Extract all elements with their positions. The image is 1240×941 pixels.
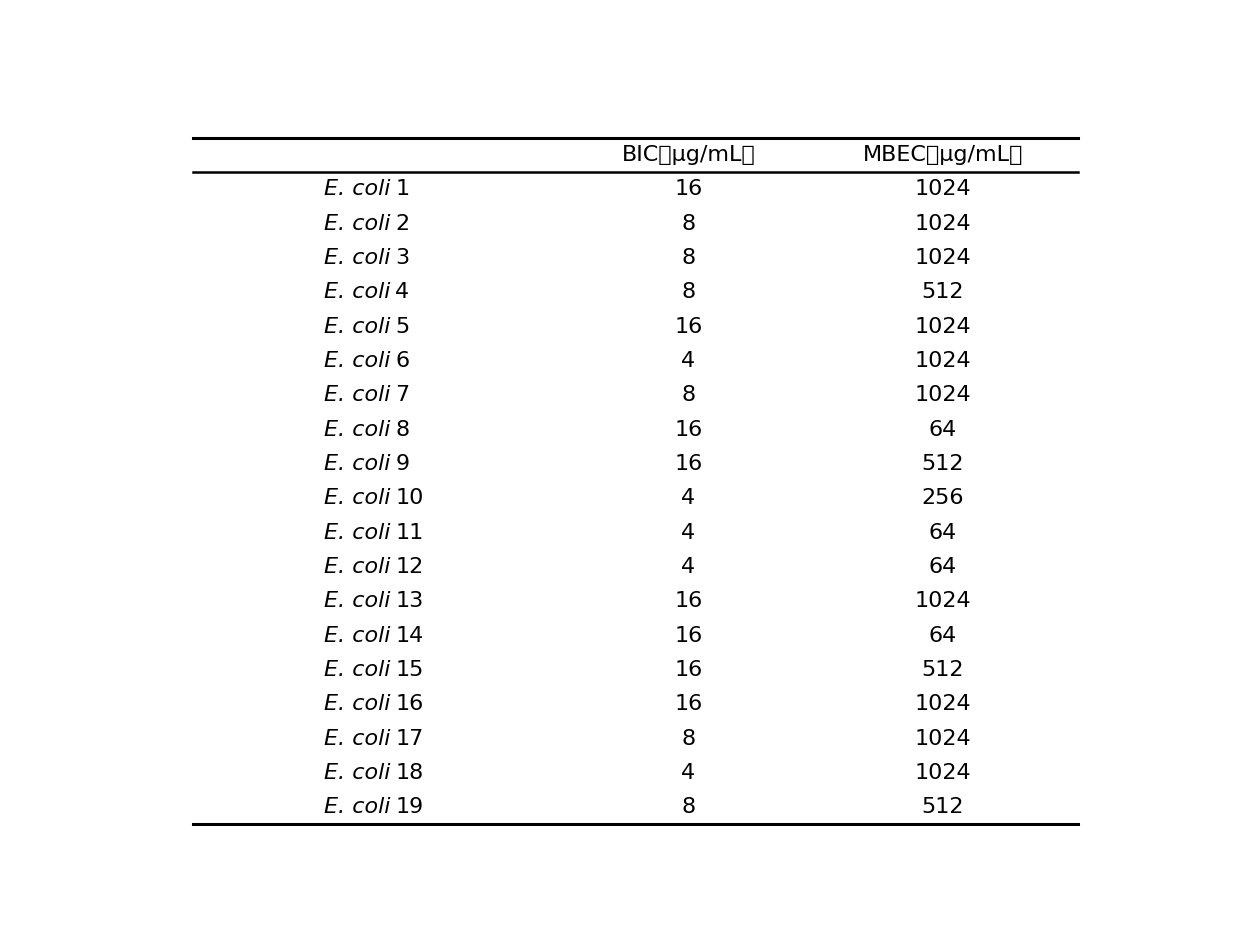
Text: 1024: 1024 [915,591,971,612]
Text: E. coli: E. coli [325,420,396,439]
Text: 16: 16 [675,455,703,474]
Text: 19: 19 [396,797,424,818]
Text: MBEC（μg/mL）: MBEC（μg/mL） [863,145,1023,166]
Text: 1024: 1024 [915,728,971,749]
Text: E. coli: E. coli [325,763,396,783]
Text: 8: 8 [396,420,409,439]
Text: 512: 512 [921,797,965,818]
Text: 1024: 1024 [915,386,971,406]
Text: BIC（μg/mL）: BIC（μg/mL） [621,145,755,166]
Text: E. coli: E. coli [325,317,396,337]
Text: 1024: 1024 [915,763,971,783]
Text: 1: 1 [396,180,409,199]
Text: 16: 16 [675,420,703,439]
Text: E. coli: E. coli [325,557,396,577]
Text: E. coli: E. coli [325,386,396,406]
Text: 16: 16 [675,317,703,337]
Text: 4: 4 [396,282,409,302]
Text: 16: 16 [396,694,424,714]
Text: 9: 9 [396,455,409,474]
Text: E. coli: E. coli [325,488,396,508]
Text: 17: 17 [396,728,424,749]
Text: 8: 8 [681,797,696,818]
Text: 8: 8 [681,214,696,233]
Text: 16: 16 [675,660,703,680]
Text: 4: 4 [681,522,696,543]
Text: 64: 64 [929,626,957,646]
Text: 1024: 1024 [915,317,971,337]
Text: E. coli: E. coli [325,248,396,268]
Text: 2: 2 [396,214,409,233]
Text: 64: 64 [929,557,957,577]
Text: 512: 512 [921,660,965,680]
Text: 6: 6 [396,351,409,371]
Text: 8: 8 [681,248,696,268]
Text: E. coli: E. coli [325,694,396,714]
Text: 1024: 1024 [915,180,971,199]
Text: 512: 512 [921,282,965,302]
Text: 16: 16 [675,180,703,199]
Text: 13: 13 [396,591,424,612]
Text: 16: 16 [675,591,703,612]
Text: 7: 7 [396,386,409,406]
Text: 256: 256 [921,488,965,508]
Text: 16: 16 [675,694,703,714]
Text: 3: 3 [396,248,409,268]
Text: 1024: 1024 [915,694,971,714]
Text: 64: 64 [929,522,957,543]
Text: E. coli: E. coli [325,797,396,818]
Text: 1024: 1024 [915,351,971,371]
Text: 18: 18 [396,763,424,783]
Text: 4: 4 [681,488,696,508]
Text: 64: 64 [929,420,957,439]
Text: 11: 11 [396,522,424,543]
Text: E. coli: E. coli [325,626,396,646]
Text: 4: 4 [681,351,696,371]
Text: 1024: 1024 [915,214,971,233]
Text: E. coli: E. coli [325,591,396,612]
Text: 1024: 1024 [915,248,971,268]
Text: 4: 4 [681,557,696,577]
Text: 16: 16 [675,626,703,646]
Text: 4: 4 [681,763,696,783]
Text: 8: 8 [681,282,696,302]
Text: 10: 10 [396,488,424,508]
Text: 5: 5 [396,317,409,337]
Text: 512: 512 [921,455,965,474]
Text: 14: 14 [396,626,424,646]
Text: 8: 8 [681,386,696,406]
Text: 12: 12 [396,557,424,577]
Text: E. coli: E. coli [325,455,396,474]
Text: 15: 15 [396,660,424,680]
Text: 8: 8 [681,728,696,749]
Text: E. coli: E. coli [325,214,396,233]
Text: E. coli: E. coli [325,728,396,749]
Text: E. coli: E. coli [325,282,396,302]
Text: E. coli: E. coli [325,522,396,543]
Text: E. coli: E. coli [325,351,396,371]
Text: E. coli: E. coli [325,180,396,199]
Text: E. coli: E. coli [325,660,396,680]
